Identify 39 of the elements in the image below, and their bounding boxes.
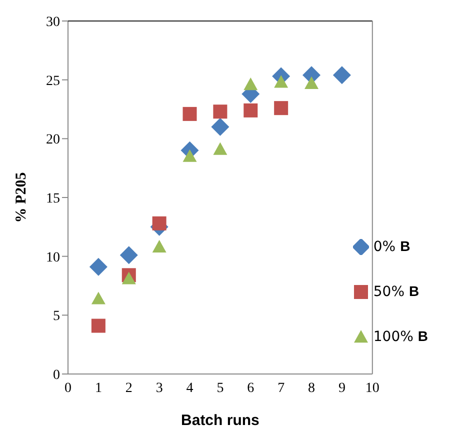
point [122, 272, 136, 284]
point [91, 318, 106, 333]
x-tick-label: 8 [308, 380, 316, 396]
point [152, 240, 166, 253]
point [332, 66, 351, 84]
x-tick-label: 10 [365, 380, 380, 396]
x-tick-label: 2 [125, 380, 132, 396]
y-tick-label: 20 [46, 132, 60, 148]
x-tick-label: 6 [247, 380, 254, 396]
point [120, 246, 138, 264]
point [152, 216, 166, 230]
point [244, 78, 258, 90]
point [244, 103, 258, 118]
y-axis-title: % P205 [13, 172, 30, 223]
legend-label: 100% B [373, 328, 428, 345]
point [213, 142, 228, 155]
legend-label: 50% B [373, 283, 420, 300]
y-tick-label: 25 [46, 74, 60, 89]
y-tick-label: 10 [46, 250, 60, 266]
x-tick-label: 7 [278, 380, 285, 396]
x-tick-label: 3 [156, 380, 163, 396]
point [182, 106, 197, 121]
legend-label: 0% B [373, 238, 410, 255]
x-axis-title: Batch runs [181, 412, 260, 429]
x-tick-label: 9 [338, 380, 346, 396]
point [213, 104, 228, 119]
y-tick-label: 0 [53, 368, 60, 383]
x-tick-label: 1 [94, 380, 102, 396]
point [91, 292, 106, 304]
y-tick-label: 30 [46, 14, 60, 30]
y-tick-label: 5 [53, 309, 60, 324]
point [211, 118, 230, 136]
y-tick-label: 15 [46, 191, 60, 206]
x-tick-label: 0 [64, 380, 72, 396]
point [89, 258, 108, 276]
x-tick-label: 4 [186, 380, 194, 396]
point [304, 76, 319, 89]
x-tick-label: 5 [216, 380, 224, 396]
point [274, 101, 288, 116]
